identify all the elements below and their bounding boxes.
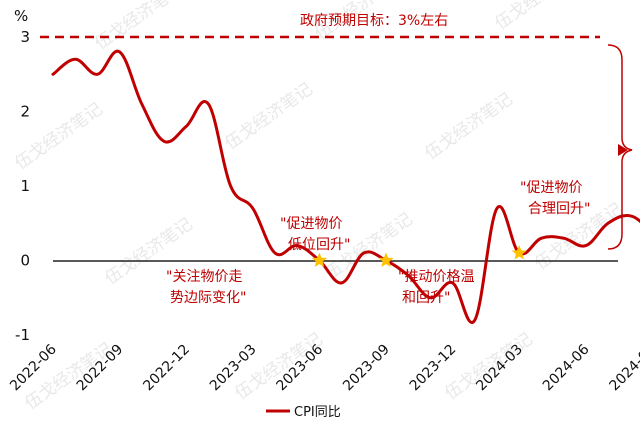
annotation-4: "促进物价 合理回升" (520, 180, 590, 217)
annotation-4-line-2: 合理回升" (528, 201, 590, 217)
annotation-1-line-1: "关注物价走 (166, 269, 242, 285)
x-tick-label-2: 2022-12 (140, 342, 193, 395)
legend: CPI同比 (266, 405, 341, 420)
gap-bracket-arrow (618, 144, 628, 156)
watermark-text-0: 伍戈经济笔记 (91, 0, 186, 54)
y-tick-label-0: 3 (20, 28, 30, 46)
annotation-4-line-1: "促进物价 (520, 180, 582, 196)
annotation-2-line-2: 低位回升" (288, 237, 350, 253)
y-tick-label-4: -1 (15, 326, 30, 344)
y-tick-label-1: 2 (20, 103, 30, 121)
annotation-3-line-2: 和回升" (402, 290, 450, 306)
annotation-3-line-1: "推动价格温 (398, 269, 474, 285)
annotation-2: "促进物价 低位回升" (280, 216, 350, 253)
star-marker-1 (378, 252, 394, 267)
y-unit-label: % (14, 7, 28, 25)
annotation-1: "关注物价走 势边际变化" (166, 269, 246, 306)
star-marker-2 (511, 245, 527, 260)
annotation-3: "推动价格温 和回升" (398, 269, 474, 306)
target-label: 政府预期目标：3%左右 (300, 13, 448, 29)
y-axis-ticks: 3 2 1 0 -1 (15, 28, 30, 344)
watermark-text-5: 伍戈经济笔记 (421, 89, 516, 164)
watermark-text-4: 伍戈经济笔记 (221, 79, 316, 154)
x-tick-label-8: 2024-06 (540, 341, 593, 394)
y-tick-label-2: 1 (20, 177, 30, 195)
x-tick-label-5: 2023-09 (340, 342, 393, 395)
gap-bracket (607, 44, 633, 250)
y-tick-label-3: 0 (20, 252, 30, 270)
star-marker-0 (311, 252, 327, 267)
policy-markers (311, 245, 527, 267)
annotation-2-line-1: "促进物价 (280, 216, 342, 232)
annotation-1-line-2: 势边际变化" (170, 290, 246, 306)
watermark-text-2: 伍戈经济笔记 (491, 0, 586, 34)
cpi-series-line (51, 49, 640, 324)
legend-label: CPI同比 (294, 405, 341, 420)
x-tick-label-9: 2024-09 (607, 342, 640, 395)
